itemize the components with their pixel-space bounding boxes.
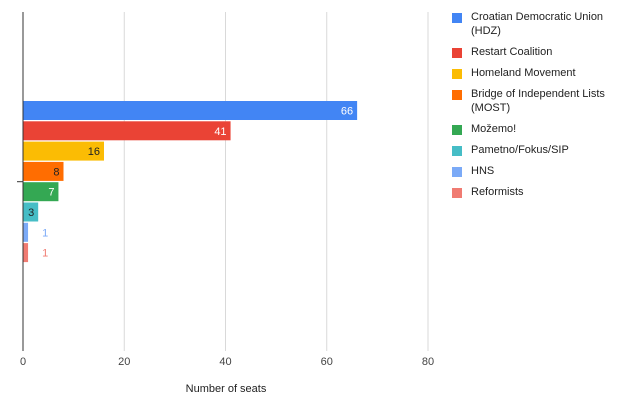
legend-item-4: Bridge of Independent Lists (MOST) xyxy=(452,87,622,115)
bar-label-4: 8 xyxy=(53,166,59,178)
x-tick-label-60: 60 xyxy=(321,356,333,368)
grid-lines xyxy=(123,12,429,351)
legend-swatch-8 xyxy=(452,188,462,198)
bar-4 xyxy=(23,161,64,181)
bar-2 xyxy=(23,121,231,141)
bar-label-8: 1 xyxy=(42,248,48,260)
bar-6 xyxy=(23,202,39,222)
legend-swatch-6 xyxy=(452,146,462,156)
x-axis-title: Number of seats xyxy=(186,383,267,395)
bar-8 xyxy=(23,243,29,263)
legend-item-2: Restart Coalition xyxy=(452,45,622,59)
bar-label-5: 7 xyxy=(48,187,54,199)
bar-1 xyxy=(23,101,358,120)
x-axis-ticks: 0 20 40 60 80 xyxy=(20,356,434,368)
legend-swatch-1 xyxy=(452,13,462,23)
bar-label-1: 66 xyxy=(341,106,353,118)
legend-label-4: Bridge of Independent Lists (MOST) xyxy=(471,88,605,114)
legend-item-7: HNS xyxy=(452,164,622,178)
x-tick-label-80: 80 xyxy=(422,356,434,368)
bar-label-2: 41 xyxy=(214,126,226,138)
legend-label-3: Homeland Movement xyxy=(471,67,576,79)
legend-swatch-2 xyxy=(452,48,462,58)
legend-label-1: Croatian Democratic Union (HDZ) xyxy=(471,11,604,37)
bar-7 xyxy=(23,222,29,242)
bar-3 xyxy=(23,141,104,161)
legend-label-5: Možemo! xyxy=(471,123,517,135)
legend-swatch-3 xyxy=(452,69,462,79)
legend-item-8: Reformists xyxy=(452,185,622,199)
legend: Croatian Democratic Union (HDZ) Restart C… xyxy=(452,10,622,206)
bar-5 xyxy=(23,182,59,202)
legend-item-1: Croatian Democratic Union (HDZ) xyxy=(452,10,622,38)
x-tick-label-40: 40 xyxy=(219,356,231,368)
legend-item-5: Možemo! xyxy=(452,122,622,136)
x-tick-label-20: 20 xyxy=(118,356,130,368)
legend-label-7: HNS xyxy=(471,165,495,177)
bar-label-3: 16 xyxy=(88,146,100,158)
legend-label-8: Reformists xyxy=(471,186,524,198)
legend-label-6: Pametno/Fokus/SIP xyxy=(471,144,569,156)
legend-swatch-4 xyxy=(452,90,462,100)
legend-swatch-7 xyxy=(452,167,462,177)
bar-label-7: 1 xyxy=(42,227,48,239)
legend-swatch-5 xyxy=(452,125,462,135)
bar-label-6: 3 xyxy=(28,207,34,219)
x-tick-label-0: 0 xyxy=(20,356,26,368)
legend-item-6: Pametno/Fokus/SIP xyxy=(452,143,622,157)
bars xyxy=(23,101,358,263)
legend-label-2: Restart Coalition xyxy=(471,46,553,58)
legend-item-3: Homeland Movement xyxy=(452,66,622,80)
